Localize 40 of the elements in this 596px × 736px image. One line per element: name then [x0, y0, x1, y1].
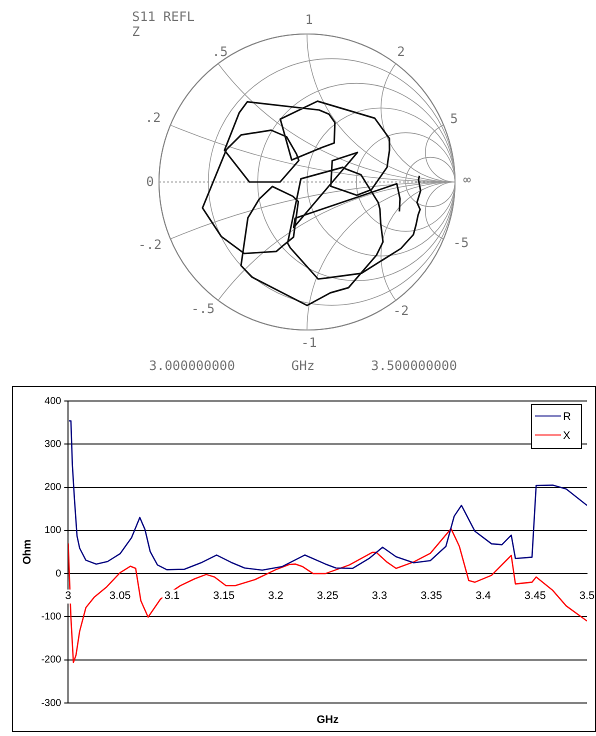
- x-tick-label: 3.5: [579, 590, 595, 602]
- text: 5: [450, 112, 458, 127]
- text: 2: [397, 45, 405, 60]
- text: -5: [453, 236, 469, 251]
- x-tick-label: 3.45: [524, 590, 546, 602]
- x-axis-title: GHz: [316, 714, 340, 726]
- x-tick-label: 3.3: [372, 590, 388, 602]
- x-tick-label: 3.4: [476, 590, 491, 602]
- text: -.2: [138, 238, 162, 253]
- text: -.5: [191, 302, 215, 317]
- y-tick-label: -300: [41, 698, 62, 709]
- x-tick-label: 3.05: [109, 590, 131, 602]
- y-tick-label: 200: [44, 482, 62, 494]
- x-tick-label: 3.15: [213, 590, 235, 602]
- text: .5: [212, 45, 228, 60]
- text: S11 REFL: [132, 10, 195, 25]
- y-tick-label: 100: [44, 525, 62, 536]
- y-tick-label: -100: [41, 611, 62, 622]
- y-axis-title: Ohm: [22, 539, 34, 565]
- text: Z: [132, 25, 140, 40]
- y-tick-label: -200: [41, 654, 62, 666]
- x-tick-label: 3.25: [316, 590, 338, 602]
- y-tick-label: 0: [56, 568, 62, 580]
- x-tick-label: 3.35: [420, 590, 442, 602]
- y-tick-label: 400: [44, 396, 62, 407]
- text: .2: [145, 111, 161, 126]
- text: GHz: [291, 359, 315, 374]
- text: 1: [305, 13, 313, 28]
- text: 3.500000000: [370, 359, 458, 374]
- x-tick-label: 3.2: [268, 590, 284, 602]
- legend-label: X: [563, 430, 571, 442]
- text: ∞: [463, 173, 471, 188]
- x-tick-label: 3: [65, 590, 72, 602]
- x-tick-label: 3.1: [164, 590, 180, 602]
- text: 0: [146, 175, 154, 190]
- text: -2: [393, 304, 409, 319]
- y-tick-label: 300: [44, 438, 62, 450]
- text: -1: [301, 336, 317, 351]
- text: 3.000000000: [148, 359, 236, 374]
- legend-label: R: [563, 411, 571, 424]
